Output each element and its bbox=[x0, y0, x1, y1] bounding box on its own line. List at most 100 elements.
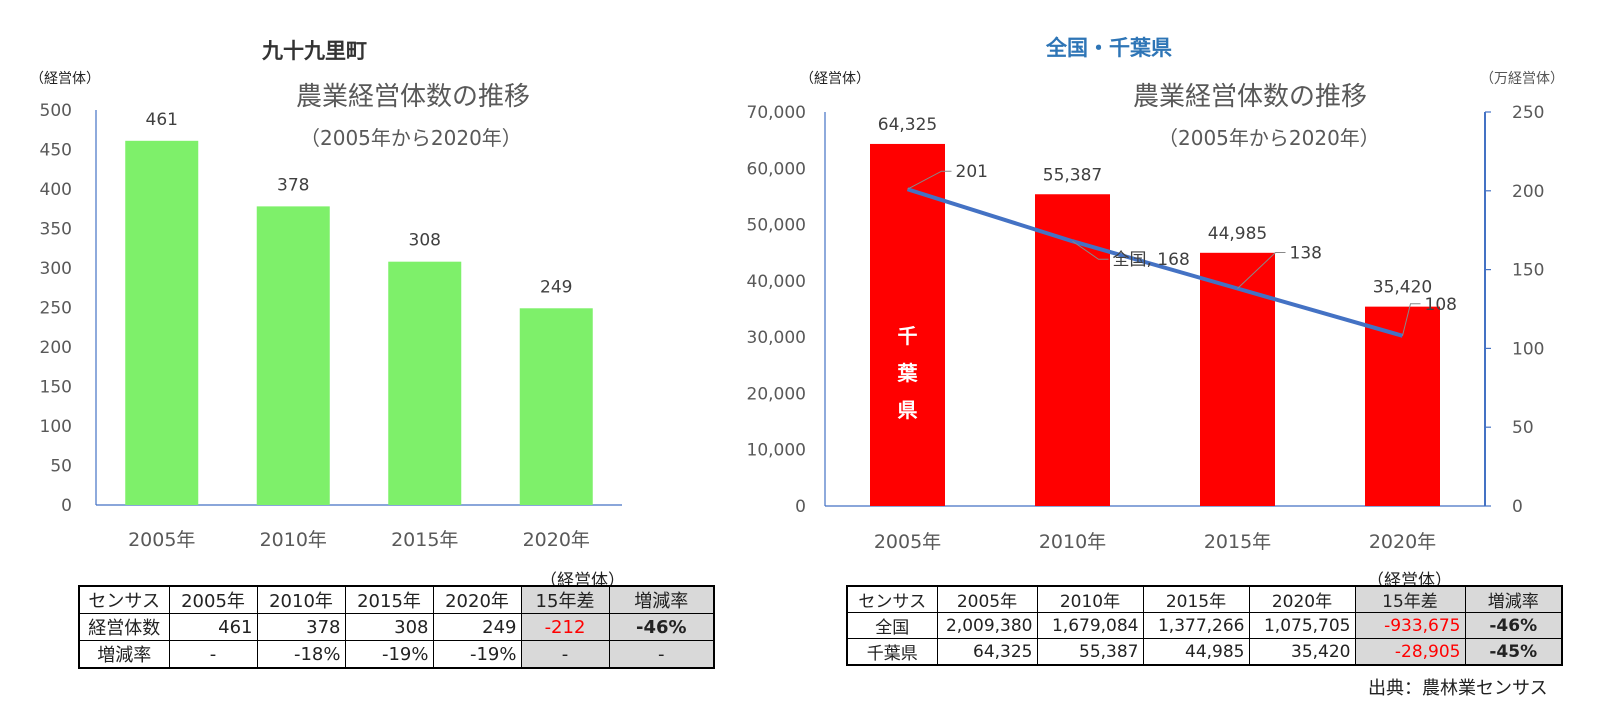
table-cell: 249 bbox=[432, 613, 522, 641]
table-cell: -46% bbox=[1464, 612, 1563, 639]
table-header-cell: 増減率 bbox=[608, 585, 715, 614]
bar-inner-label: 葉 bbox=[897, 361, 919, 385]
leader-line bbox=[1072, 240, 1109, 260]
line-data-label: 201 bbox=[956, 162, 988, 182]
bar bbox=[1365, 306, 1440, 506]
y-tick-label: 0 bbox=[61, 496, 72, 516]
x-tick-label: 2010年 bbox=[1039, 531, 1106, 553]
table-cell: - bbox=[608, 640, 715, 669]
table-header-cell: センサス bbox=[846, 585, 938, 613]
y-tick-label: 450 bbox=[40, 141, 72, 161]
source-note: 出典：農林業センサス bbox=[1368, 678, 1548, 699]
line-series-zenkoku bbox=[906, 187, 1404, 338]
x-tick-label: 2015年 bbox=[1204, 531, 1271, 553]
table-cell: -18% bbox=[256, 640, 346, 669]
table-row: 経営体数 461 378 308 249 -212 -46% bbox=[78, 613, 715, 641]
x-tick-label: 2005年 bbox=[874, 531, 941, 553]
bar bbox=[519, 308, 593, 505]
x-tick-label: 2020年 bbox=[523, 529, 590, 551]
bar-data-label: 44,985 bbox=[1208, 224, 1267, 244]
bar-data-label: 378 bbox=[277, 175, 309, 195]
leader-line bbox=[1237, 252, 1286, 289]
bar bbox=[388, 261, 462, 505]
y2-tick-label: 200 bbox=[1512, 182, 1544, 202]
y-tick-label: 300 bbox=[40, 259, 72, 279]
y2-tick-label: 150 bbox=[1512, 261, 1544, 281]
table-row-label: 増減率 bbox=[78, 640, 170, 669]
table-cell: 308 bbox=[344, 613, 434, 641]
y2-tick-label: 100 bbox=[1512, 339, 1544, 359]
y-tick-label: 0 bbox=[795, 497, 806, 517]
table-row: 増減率 - -18% -19% -19% - - bbox=[78, 640, 715, 669]
table-row: 千葉県 64,325 55,387 44,985 35,420 -28,905 … bbox=[846, 638, 1563, 666]
line-data-label: 全国, 168 bbox=[1113, 250, 1190, 270]
table-cell: 1,377,266 bbox=[1142, 612, 1250, 639]
left-region-title: 九十九里町 bbox=[262, 39, 367, 63]
x-tick-label: 2005年 bbox=[128, 529, 195, 551]
bar bbox=[125, 140, 199, 505]
x-tick-label: 2010年 bbox=[260, 529, 327, 551]
bar bbox=[1200, 252, 1275, 506]
y-tick-label: 50 bbox=[50, 457, 72, 477]
right-chart-subtitle: （2005年から2020年） bbox=[1158, 126, 1380, 150]
bar bbox=[1035, 194, 1110, 507]
line-data-label: 138 bbox=[1290, 244, 1322, 264]
table-cell: -28,905 bbox=[1354, 638, 1466, 666]
table-cell: 1,679,084 bbox=[1036, 612, 1144, 639]
table-cell: 44,985 bbox=[1142, 638, 1250, 666]
table-row-label: 千葉県 bbox=[846, 638, 938, 666]
table-header-row: センサス 2005年 2010年 2015年 2020年 15年差 増減率 bbox=[78, 585, 715, 614]
bar-inner-label: 千 bbox=[898, 324, 918, 348]
right-region-title: 全国・千葉県 bbox=[1046, 36, 1172, 60]
table-cell: -46% bbox=[608, 613, 715, 641]
table-header-cell: 増減率 bbox=[1464, 585, 1563, 613]
bar-data-label: 55,387 bbox=[1043, 165, 1102, 185]
table-cell: 55,387 bbox=[1036, 638, 1144, 666]
bar-data-label: 308 bbox=[409, 231, 441, 251]
y2-tick-label: 250 bbox=[1512, 103, 1544, 123]
table-cell: 378 bbox=[256, 613, 346, 641]
table-cell: -933,675 bbox=[1354, 612, 1466, 639]
bar-data-label: 249 bbox=[540, 277, 572, 297]
table-header-cell: 2005年 bbox=[168, 585, 258, 614]
right-y-unit: （経営体） bbox=[800, 71, 870, 87]
left-chart-title: 農業経営体数の推移 bbox=[296, 82, 531, 112]
table-header-cell: 2010年 bbox=[1036, 585, 1144, 613]
table-cell: - bbox=[168, 640, 258, 669]
table-cell: -19% bbox=[344, 640, 434, 669]
table-cell: -212 bbox=[520, 613, 610, 641]
y-tick-label: 200 bbox=[40, 338, 72, 358]
table-header-cell: 2015年 bbox=[1142, 585, 1250, 613]
table-cell: 1,075,705 bbox=[1248, 612, 1356, 639]
y-tick-label: 20,000 bbox=[747, 384, 806, 404]
y-tick-label: 350 bbox=[40, 220, 72, 240]
left-chart: 0 50 100 150 200 250 300 350 400 450 500 461 2005年 37… bbox=[40, 101, 622, 551]
table-header-cell: 15年差 bbox=[520, 585, 610, 614]
y-tick-label: 150 bbox=[40, 378, 72, 398]
table-header-cell: 2005年 bbox=[936, 585, 1038, 613]
table-row-label: 全国 bbox=[846, 612, 938, 639]
table-header-cell: 2010年 bbox=[256, 585, 346, 614]
leader-line bbox=[1402, 303, 1421, 336]
table-header-cell: 2020年 bbox=[432, 585, 522, 614]
y-tick-label: 250 bbox=[40, 299, 72, 319]
y-tick-label: 50,000 bbox=[747, 216, 806, 236]
y2-tick-label: 0 bbox=[1512, 497, 1523, 517]
table-cell: 64,325 bbox=[936, 638, 1038, 666]
right-data-table: センサス 2005年 2010年 2015年 2020年 15年差 増減率 全国… bbox=[846, 585, 1563, 666]
table-header-cell: センサス bbox=[78, 585, 170, 614]
y2-tick-label: 50 bbox=[1512, 418, 1534, 438]
table-header-cell: 2020年 bbox=[1248, 585, 1356, 613]
bar-data-label: 64,325 bbox=[878, 115, 937, 135]
bar bbox=[870, 143, 945, 506]
table-cell: -19% bbox=[432, 640, 522, 669]
table-cell: - bbox=[520, 640, 610, 669]
y-tick-label: 70,000 bbox=[747, 103, 806, 123]
bar-data-label: 461 bbox=[146, 110, 178, 130]
y-tick-label: 10,000 bbox=[747, 441, 806, 461]
table-cell: 2,009,380 bbox=[936, 612, 1038, 639]
x-tick-label: 2020年 bbox=[1369, 531, 1436, 553]
table-header-row: センサス 2005年 2010年 2015年 2020年 15年差 増減率 bbox=[846, 585, 1563, 613]
table-row-label: 経営体数 bbox=[78, 613, 170, 641]
right-chart-title: 農業経営体数の推移 bbox=[1133, 82, 1368, 112]
